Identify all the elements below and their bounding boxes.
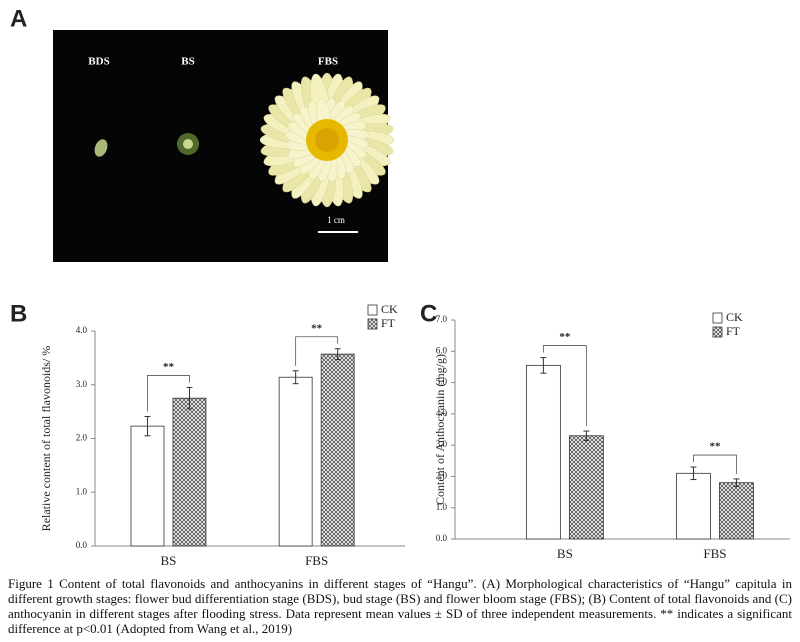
error-bar <box>292 370 299 385</box>
error-bar <box>733 478 740 487</box>
x-tick-label: BS <box>161 553 177 568</box>
legend-label: FT <box>726 324 741 338</box>
figure: A BDS BS FBS 1 cm B 0.0 1.0 2.0 3.0 4.0 Relati… <box>10 5 790 568</box>
error-bar <box>334 348 341 360</box>
stage-label: BDS <box>88 56 109 68</box>
y-tick-label: 2.0 <box>76 433 88 443</box>
stage-label: FBS <box>318 56 338 68</box>
bar <box>278 376 313 547</box>
y-axis-label: Relative content of total flavonoids/ % <box>39 346 53 532</box>
bud-bds <box>94 139 108 157</box>
error-bar <box>583 430 590 441</box>
legend-swatch <box>367 318 378 330</box>
y-axis-label: Content of Anthocyanin (mg/g) <box>433 354 447 505</box>
x-tick-label: FBS <box>305 553 328 568</box>
significance-label: ** <box>709 441 721 453</box>
legend-label: CK <box>726 310 743 324</box>
y-tick-label: 0.0 <box>76 540 88 550</box>
y-tick-label: 1.0 <box>76 486 88 496</box>
significance-bracket <box>542 345 587 427</box>
significance-bracket <box>693 454 737 474</box>
bar <box>130 425 165 547</box>
legend-label: FT <box>381 316 396 330</box>
error-bar <box>540 357 547 374</box>
bar <box>320 353 355 547</box>
error-bar <box>186 386 193 410</box>
error-bar <box>690 466 697 481</box>
legend-swatch <box>712 312 723 324</box>
y-tick-label: 3.0 <box>76 379 88 389</box>
bar <box>172 397 207 547</box>
y-tick-label: 4.0 <box>76 325 88 335</box>
significance-label: ** <box>311 322 323 334</box>
bar <box>525 364 561 540</box>
panel-label: C <box>420 300 437 327</box>
scale-label: 1 cm <box>327 215 345 225</box>
photo: BDS BS FBS 1 cm <box>53 30 395 262</box>
legend-swatch <box>712 326 723 338</box>
significance-bracket <box>295 336 339 366</box>
significance-label: ** <box>163 361 175 373</box>
bud-bs-center <box>183 139 193 149</box>
legend-swatch <box>367 304 378 316</box>
stage-label: BS <box>181 56 194 68</box>
flower-fbs <box>259 72 395 208</box>
bar <box>676 472 711 540</box>
y-tick-label: 4.0 <box>436 408 448 418</box>
significance-label: ** <box>559 331 571 343</box>
error-bar <box>144 415 151 437</box>
panel-label: A <box>10 5 27 32</box>
x-tick-label: BS <box>557 546 573 561</box>
bar <box>568 435 604 540</box>
y-tick-label: 3.0 <box>436 439 448 449</box>
y-tick-label: 5.0 <box>436 377 448 387</box>
legend-label: CK <box>381 302 398 316</box>
y-tick-label: 1.0 <box>436 502 448 512</box>
caption: Figure 1 Content of total flavonoids and… <box>8 576 792 636</box>
bar <box>719 482 754 540</box>
y-tick-label: 6.0 <box>436 345 448 355</box>
y-tick-label: 7.0 <box>436 314 448 324</box>
x-tick-label: FBS <box>703 546 726 561</box>
flower-center <box>315 128 339 152</box>
y-tick-label: 2.0 <box>436 470 448 480</box>
significance-bracket <box>147 375 190 412</box>
panel-label: B <box>10 300 27 327</box>
y-tick-label: 0.0 <box>436 533 448 543</box>
